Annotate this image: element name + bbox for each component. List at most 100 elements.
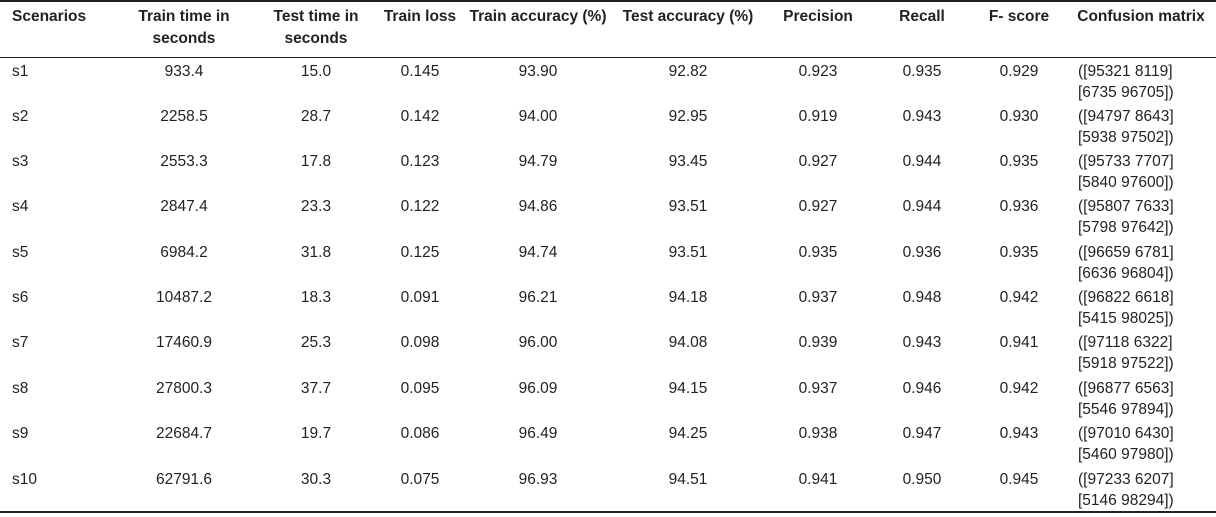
train-time-cell: 10487.2 — [155, 289, 213, 307]
train-time-cell: 6984.2 — [160, 243, 208, 261]
test-accuracy-cell: 94.25 — [668, 425, 708, 443]
train-loss-cell: 0.142 — [400, 107, 440, 125]
train-accuracy-cell: 96.21 — [518, 289, 558, 307]
confusion-matrix-line-2: [5918 97522]) — [1078, 355, 1174, 373]
recall-cell: 0.946 — [902, 379, 942, 397]
confusion-matrix-line-2: [6636 96804]) — [1078, 264, 1174, 282]
scenario-cell: s4 — [12, 198, 29, 216]
fscore-cell: 0.936 — [999, 198, 1039, 216]
recall-cell: 0.936 — [902, 243, 942, 261]
table-row: s1 933.4 15.0 0.145 93.90 92.82 0.923 0.935 0.92… — [0, 57, 1216, 103]
header-train-accuracy: Train accuracy (%) — [464, 0, 612, 58]
scenario-cell: s3 — [12, 152, 29, 170]
confusion-matrix-line-2: [5798 97642]) — [1078, 219, 1174, 237]
train-accuracy-cell: 94.79 — [518, 152, 558, 170]
table-row: s6 10487.2 18.3 0.091 96.21 94.18 0.937 0.948 0.… — [0, 284, 1216, 329]
scenario-cell: s8 — [12, 379, 29, 397]
confusion-matrix-line-1: ([97233 6207] — [1078, 470, 1174, 488]
confusion-matrix-line-1: ([96822 6618] — [1078, 289, 1174, 307]
recall-cell: 0.943 — [902, 334, 942, 352]
table-row: s3 2553.3 17.8 0.123 94.79 93.45 0.927 0.944 0.9… — [0, 148, 1216, 193]
table-row: s2 2258.5 28.7 0.142 94.00 92.95 0.919 0.943 0.9… — [0, 103, 1216, 148]
table-row: s8 27800.3 37.7 0.095 96.09 94.15 0.937 0.946 0.… — [0, 375, 1216, 420]
header-confusion-matrix: Confusion matrix — [1066, 0, 1216, 58]
fscore-cell: 0.930 — [999, 107, 1039, 125]
header-test-time: Test time in seconds — [256, 0, 376, 58]
test-accuracy-cell: 93.51 — [668, 198, 708, 216]
recall-cell: 0.944 — [902, 198, 942, 216]
confusion-matrix-cell: ([96877 6563] [5546 97894]) — [1066, 375, 1216, 420]
confusion-matrix-cell: ([95733 7707] [5840 97600]) — [1066, 148, 1216, 193]
fscore-cell: 0.942 — [999, 289, 1039, 307]
table-row: s7 17460.9 25.3 0.098 96.00 94.08 0.939 0.943 0.… — [0, 329, 1216, 374]
recall-cell: 0.947 — [902, 425, 942, 443]
test-accuracy-cell: 94.08 — [668, 334, 708, 352]
confusion-matrix-line-2: [6735 96705]) — [1078, 83, 1174, 101]
train-accuracy-cell: 96.49 — [518, 425, 558, 443]
train-time-cell: 17460.9 — [155, 334, 213, 352]
precision-cell: 0.935 — [798, 243, 838, 261]
header-scenarios: Scenarios — [0, 0, 112, 58]
recall-cell: 0.935 — [902, 62, 942, 80]
test-accuracy-cell: 94.51 — [612, 465, 764, 513]
fscore-cell: 0.935 — [999, 243, 1039, 261]
scenario-cell: s2 — [12, 107, 29, 125]
confusion-matrix-line-2: [5938 97502]) — [1078, 128, 1174, 146]
confusion-matrix-line-1: ([95807 7633] — [1078, 198, 1174, 216]
train-time-cell: 2553.3 — [160, 152, 208, 170]
train-loss-cell: 0.075 — [376, 465, 464, 513]
confusion-matrix-line-1: ([96877 6563] — [1078, 379, 1174, 397]
confusion-matrix-line-2: [5840 97600]) — [1078, 173, 1174, 191]
test-time-cell: 18.3 — [300, 289, 332, 307]
precision-cell: 0.927 — [798, 198, 838, 216]
test-accuracy-cell: 93.45 — [668, 152, 708, 170]
confusion-matrix-line-2: [5415 98025]) — [1078, 310, 1174, 328]
precision-cell: 0.938 — [798, 425, 838, 443]
test-time-cell: 30.3 — [256, 465, 376, 513]
fscore-cell: 0.942 — [999, 379, 1039, 397]
table-row: s5 6984.2 31.8 0.125 94.74 93.51 0.935 0.936 0.9… — [0, 239, 1216, 284]
train-loss-cell: 0.086 — [400, 425, 440, 443]
train-loss-cell: 0.095 — [400, 379, 440, 397]
precision-cell: 0.939 — [798, 334, 838, 352]
train-loss-cell: 0.091 — [400, 289, 440, 307]
test-accuracy-cell: 92.82 — [668, 62, 708, 80]
fscore-cell: 0.941 — [999, 334, 1039, 352]
header-test-accuracy: Test accuracy (%) — [612, 0, 764, 58]
confusion-matrix-line-1: ([97118 6322] — [1078, 334, 1173, 352]
confusion-matrix-line-1: ([96659 6781] — [1078, 243, 1174, 261]
fscore-cell: 0.929 — [999, 62, 1039, 80]
confusion-matrix-cell: ([97233 6207] [5146 98294]) — [1066, 465, 1216, 513]
recall-cell: 0.950 — [872, 465, 972, 513]
train-accuracy-cell: 96.00 — [518, 334, 558, 352]
train-time-cell: 2258.5 — [160, 107, 208, 125]
train-accuracy-cell: 94.86 — [518, 198, 558, 216]
test-accuracy-cell: 94.18 — [668, 289, 708, 307]
scenario-cell: s6 — [12, 289, 29, 307]
train-accuracy-cell: 96.93 — [464, 465, 612, 513]
precision-cell: 0.937 — [798, 379, 838, 397]
confusion-matrix-cell: ([95807 7633] [5798 97642]) — [1066, 193, 1216, 238]
test-time-cell: 19.7 — [300, 425, 332, 443]
train-loss-cell: 0.123 — [400, 152, 440, 170]
confusion-matrix-line-1: ([97010 6430] — [1078, 425, 1174, 443]
table-row: s10 62791.6 30.3 0.075 96.93 94.51 0.941 0.950 0… — [0, 465, 1216, 513]
header-row: Scenarios Train time in seconds Test tim… — [0, 0, 1216, 58]
scenario-cell: s5 — [12, 243, 29, 261]
fscore-cell: 0.945 — [972, 465, 1066, 513]
confusion-matrix-line-1: ([95733 7707] — [1078, 152, 1174, 170]
confusion-matrix-line-2: [5146 98294]) — [1078, 491, 1174, 509]
confusion-matrix-cell: ([94797 8643] [5938 97502]) — [1066, 103, 1216, 148]
header-recall: Recall — [872, 0, 972, 58]
train-loss-cell: 0.122 — [400, 198, 440, 216]
header-fscore: F- score — [972, 0, 1066, 58]
train-accuracy-cell: 93.90 — [518, 62, 558, 80]
confusion-matrix-cell: ([96659 6781] [6636 96804]) — [1066, 239, 1216, 284]
precision-cell: 0.923 — [798, 62, 838, 80]
test-accuracy-cell: 94.15 — [668, 379, 708, 397]
train-time-cell: 22684.7 — [155, 425, 213, 443]
precision-cell: 0.927 — [798, 152, 838, 170]
train-accuracy-cell: 96.09 — [518, 379, 558, 397]
